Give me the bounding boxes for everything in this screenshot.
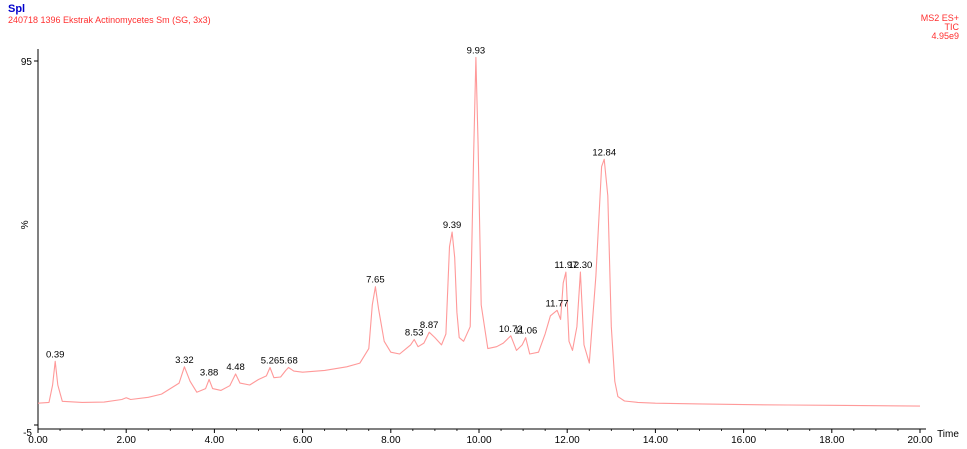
x-tick-label: 10.00 <box>466 435 491 446</box>
axis-labels: Time% <box>20 220 959 440</box>
x-axis-ticks: 0.00 2.00 4.00 6.00 8.00 10.00 12.00 14.00 16.00… <box>28 429 933 446</box>
peak-label: 12.84 <box>592 147 616 158</box>
scan-mode-label: MS2 ES+ <box>920 13 959 23</box>
y-tick-label: 95 <box>21 57 33 68</box>
y-tick-label: -5 <box>23 428 32 439</box>
x-tick-label: 14.00 <box>643 435 668 446</box>
x-tick-label: 12.00 <box>555 435 580 446</box>
peak-label: 12.30 <box>569 260 593 271</box>
peak-label: 5.26 <box>261 355 280 366</box>
trace-type-label: TIC <box>944 22 960 32</box>
peak-label: 0.39 <box>46 349 65 360</box>
y-axis-ticks: 95 -5 <box>21 57 38 439</box>
peak-label: 8.87 <box>420 320 439 331</box>
peak-label: 5.68 <box>279 355 298 366</box>
axes <box>37 49 926 430</box>
sample-title: 240718 1396 Ekstrak Actinomycetes Sm (SG… <box>8 15 211 25</box>
x-tick-label: 2.00 <box>116 435 136 446</box>
peak-label: 7.65 <box>366 275 385 286</box>
x-tick-label: 16.00 <box>731 435 756 446</box>
peak-label: 11.77 <box>546 298 569 309</box>
peak-label: 11.97 <box>554 260 577 271</box>
peak-labels: 0.39 3.32 3.88 4.48 5.26 5.68 7.65 8.538.87 9.39… <box>46 45 616 378</box>
x-axis-label: Time <box>937 429 959 440</box>
y-axis-label: % <box>20 220 31 229</box>
x-tick-label: 18.00 <box>819 435 844 446</box>
peak-label: 3.32 <box>175 355 194 366</box>
peak-label: 11.06 <box>514 326 537 337</box>
acquisition-info: MS2 ES+ TIC 4.95e9 <box>921 14 959 41</box>
x-tick-label: 8.00 <box>381 435 401 446</box>
spectrum-label: Spl <box>8 3 26 15</box>
x-tick-label: 0.00 <box>28 435 48 446</box>
x-tick-label: 4.00 <box>205 435 225 446</box>
tic-trace <box>37 56 921 407</box>
peak-label: 9.93 <box>467 45 486 56</box>
peak-label: 8.53 <box>405 327 424 338</box>
peak-label: 4.48 <box>226 362 245 373</box>
tic-trace-line <box>37 56 921 407</box>
peak-label: 9.39 <box>443 220 462 231</box>
x-tick-label: 6.00 <box>293 435 313 446</box>
peak-label: 3.88 <box>200 368 219 379</box>
x-tick-label: 20.00 <box>907 435 932 446</box>
peak-label: 10.72 <box>499 324 523 335</box>
max-intensity-label: 4.95e9 <box>931 31 959 41</box>
